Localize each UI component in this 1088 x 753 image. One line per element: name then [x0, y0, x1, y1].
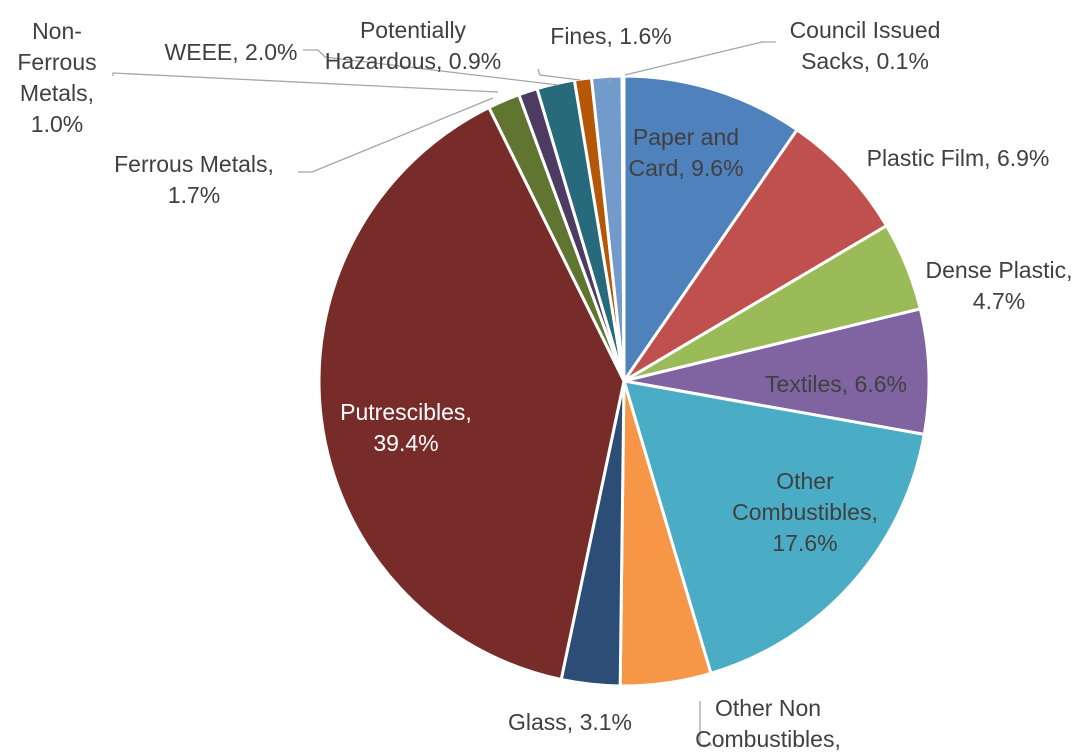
- data-label-line: Sacks, 0.1%: [801, 48, 929, 74]
- data-label-non-ferrous-metals: Non- Ferrous Metals, 1.0%: [17, 18, 96, 137]
- data-label-glass: Glass, 3.1%: [508, 709, 632, 735]
- data-label-putrescibles: Putrescibles, 39.4%: [340, 399, 472, 456]
- data-label-line: Other Non: [715, 695, 821, 721]
- data-label-line: Hazardous, 0.9%: [325, 48, 501, 74]
- pie-slice-paper-and-card: [622, 74, 800, 386]
- data-label-line: WEEE, 2.0%: [165, 39, 298, 65]
- data-label-line: Paper and: [633, 124, 739, 150]
- data-label-line: Ferrous Metals,: [114, 151, 274, 177]
- leader-line-weee: [303, 49, 559, 86]
- pie-slice-other-combustibles: [621, 379, 927, 676]
- data-label-line: Council Issued: [790, 17, 941, 43]
- data-label-plastic-film: Plastic Film, 6.9%: [867, 145, 1050, 171]
- data-label-line: Glass, 3.1%: [508, 709, 632, 735]
- data-label-line: Metals,: [20, 80, 94, 106]
- data-label-ferrous-metals: Ferrous Metals, 1.7%: [114, 151, 274, 208]
- data-label-textiles: Textiles, 6.6%: [765, 371, 907, 397]
- data-label-line: Fines, 1.6%: [550, 23, 671, 49]
- data-label-other-combustibles: Other Combustibles, 17.6%: [732, 468, 878, 556]
- leader-line-non-ferrous-metals: [112, 72, 499, 93]
- data-label-potentially-hazardous: Potentially Hazardous, 0.9%: [325, 17, 501, 74]
- data-label-line: 17.6%: [772, 530, 837, 556]
- data-label-line: 1.0%: [31, 111, 83, 137]
- data-label-line: Non-: [32, 18, 82, 44]
- data-label-line: Combustibles,: [695, 726, 841, 752]
- data-label-line: 1.7%: [168, 182, 220, 208]
- data-label-line: Combustibles,: [732, 499, 878, 525]
- data-labels: Paper and Card, 9.6% Plastic Film, 6.9% Den…: [17, 17, 1072, 752]
- data-label-line: Ferrous: [17, 49, 96, 75]
- data-label-line: Other: [776, 468, 834, 494]
- data-label-line: Potentially: [360, 17, 467, 43]
- leader-line-council-issued-sacks: [624, 41, 776, 76]
- leader-lines: [112, 41, 776, 746]
- data-label-weee: WEEE, 2.0%: [165, 39, 298, 65]
- pie-slice-council-issued-sacks: [620, 74, 626, 382]
- data-label-line: Textiles, 6.6%: [765, 371, 907, 397]
- data-label-fines: Fines, 1.6%: [550, 23, 671, 49]
- leader-line-other-non-combustibles: [699, 701, 712, 746]
- data-label-council-issued-sacks: Council Issued Sacks, 0.1%: [790, 17, 941, 74]
- data-label-line: 4.7%: [973, 288, 1025, 314]
- data-label-line: Plastic Film, 6.9%: [867, 145, 1050, 171]
- data-label-line: Dense Plastic,: [925, 257, 1072, 283]
- leader-line-ferrous-metals: [298, 97, 494, 173]
- data-label-dense-plastic: Dense Plastic, 4.7%: [925, 257, 1072, 314]
- data-label-paper-and-card: Paper and Card, 9.6%: [628, 124, 743, 181]
- data-label-line: 39.4%: [373, 430, 438, 456]
- pie-slice-plastic-film: [622, 127, 889, 383]
- data-label-line: Putrescibles,: [340, 399, 472, 425]
- data-label-other-non-combustibles: Other Non Combustibles,: [695, 695, 841, 752]
- pie-slice-textiles: [623, 307, 931, 437]
- pie-slices: [317, 74, 931, 688]
- leader-line-potentially-hazardous: [537, 68, 581, 81]
- data-label-line: Card, 9.6%: [628, 155, 743, 181]
- pie-slice-putrescibles: [317, 105, 626, 682]
